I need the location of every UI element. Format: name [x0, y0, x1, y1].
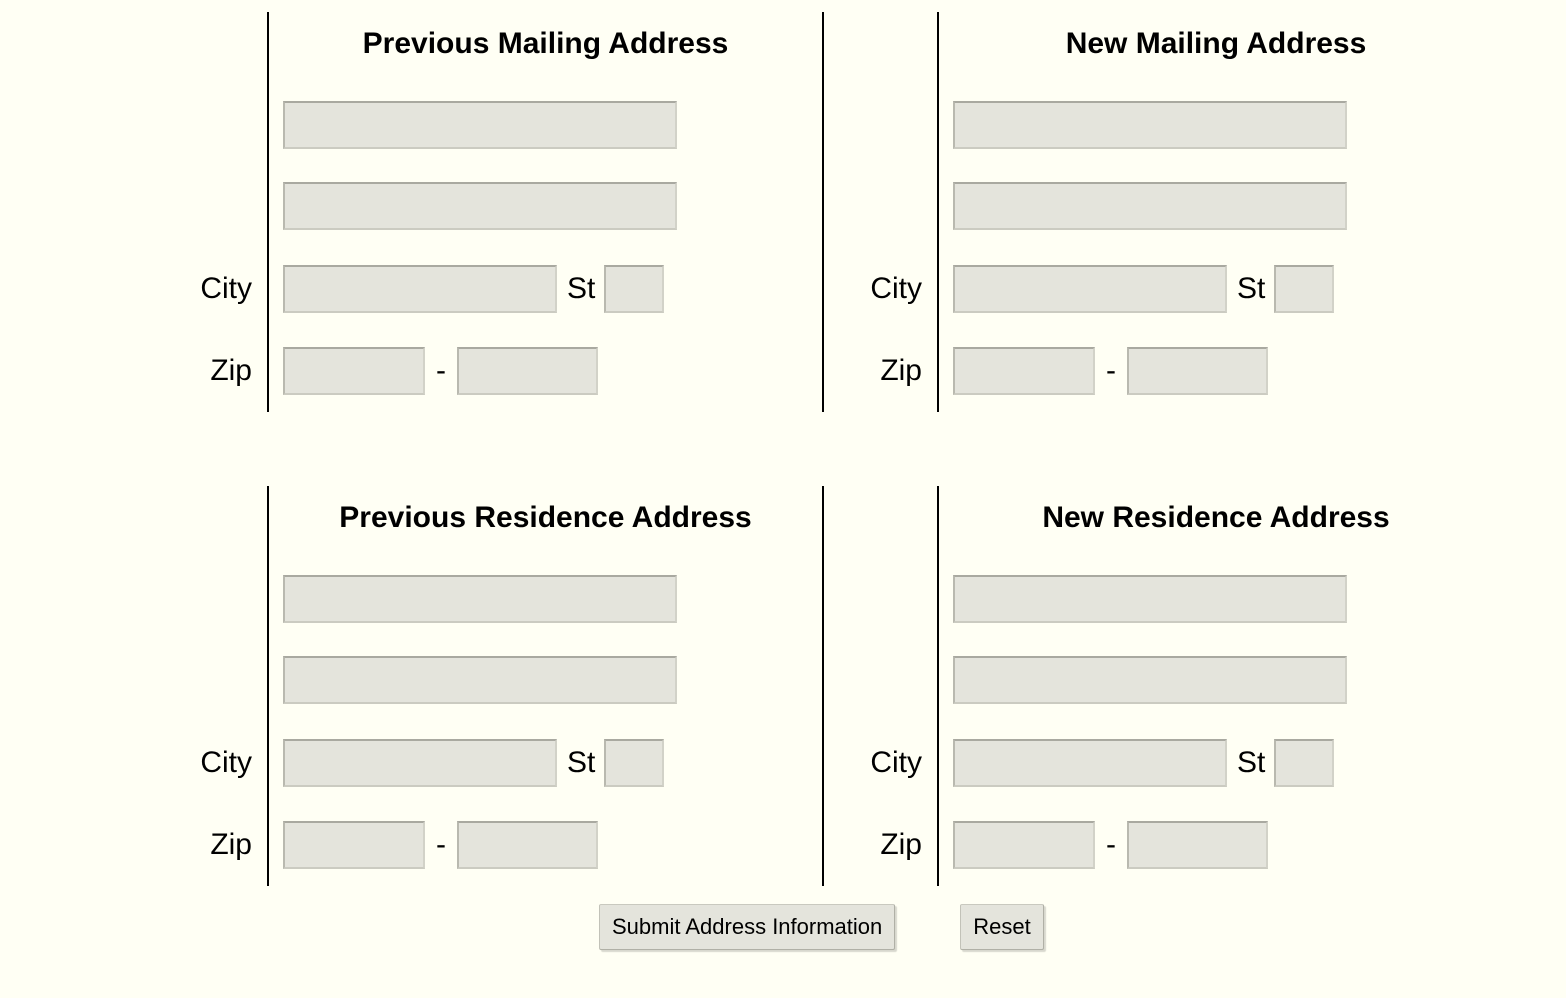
zip4-input[interactable]: [457, 347, 598, 395]
residence-address-section: Previous Residence Address City St Zip -…: [0, 486, 1566, 886]
zip-separator: -: [1106, 354, 1116, 387]
divider-cell: [822, 656, 937, 739]
zip5-input[interactable]: [283, 347, 425, 395]
zip-label: Zip: [210, 354, 252, 387]
city-state-row: St: [937, 265, 1493, 347]
divider-cell: [822, 575, 937, 656]
city-label: City: [200, 272, 252, 305]
address-line2-row: [937, 182, 1493, 265]
city-input[interactable]: [953, 265, 1227, 313]
city-state-row: St: [937, 739, 1493, 821]
state-label: St: [567, 272, 596, 305]
zip5-input[interactable]: [283, 821, 425, 869]
address-line2-row: [937, 656, 1493, 739]
state-input[interactable]: [1274, 739, 1335, 787]
divider-cell: [822, 486, 937, 575]
city-label: City: [822, 265, 937, 347]
city-input[interactable]: [283, 265, 557, 313]
city-input[interactable]: [953, 739, 1227, 787]
address-line1-row: [267, 101, 822, 182]
mailing-address-section: Previous Mailing Address City St Zip - N…: [0, 12, 1566, 412]
address-line1-row: [937, 575, 1493, 656]
zip5-input[interactable]: [953, 821, 1095, 869]
section-title: New Mailing Address: [937, 12, 1493, 101]
zip-row: -: [267, 347, 822, 412]
city-input[interactable]: [283, 739, 557, 787]
divider-cell: [822, 12, 937, 101]
zip-separator: -: [436, 354, 446, 387]
zip-label: Zip: [822, 821, 937, 886]
address-line1-input[interactable]: [953, 575, 1347, 623]
form-actions: Submit Address Information Reset: [0, 904, 1566, 950]
zip-label: Zip: [210, 828, 252, 861]
address-line1-input[interactable]: [283, 101, 677, 149]
address-line2-input[interactable]: [953, 656, 1347, 704]
city-label: City: [822, 739, 937, 821]
zip4-input[interactable]: [1127, 347, 1268, 395]
address-line2-row: [267, 182, 822, 265]
reset-button[interactable]: Reset: [960, 904, 1044, 950]
address-line1-input[interactable]: [283, 575, 677, 623]
section-title: Previous Mailing Address: [267, 12, 822, 101]
state-input[interactable]: [1274, 265, 1335, 313]
divider-cell: [822, 182, 937, 265]
zip-separator: -: [1106, 828, 1116, 861]
zip-row: -: [937, 347, 1493, 412]
zip-label: Zip: [822, 347, 937, 412]
state-input[interactable]: [604, 265, 665, 313]
submit-button[interactable]: Submit Address Information: [599, 904, 896, 950]
zip-separator: -: [436, 828, 446, 861]
zip5-input[interactable]: [953, 347, 1095, 395]
city-state-row: St: [267, 265, 822, 347]
state-label: St: [1237, 746, 1266, 779]
address-line1-input[interactable]: [953, 101, 1347, 149]
zip-row: -: [267, 821, 822, 886]
address-line2-input[interactable]: [283, 182, 677, 230]
state-input[interactable]: [604, 739, 665, 787]
section-title: Previous Residence Address: [267, 486, 822, 575]
section-title: New Residence Address: [937, 486, 1493, 575]
address-line2-input[interactable]: [283, 656, 677, 704]
address-line1-row: [937, 101, 1493, 182]
address-line2-input[interactable]: [953, 182, 1347, 230]
zip-row: -: [937, 821, 1493, 886]
city-state-row: St: [267, 739, 822, 821]
zip4-input[interactable]: [1127, 821, 1268, 869]
zip4-input[interactable]: [457, 821, 598, 869]
state-label: St: [1237, 272, 1266, 305]
address-line2-row: [267, 656, 822, 739]
city-label: City: [200, 746, 252, 779]
divider-cell: [822, 101, 937, 182]
state-label: St: [567, 746, 596, 779]
address-line1-row: [267, 575, 822, 656]
